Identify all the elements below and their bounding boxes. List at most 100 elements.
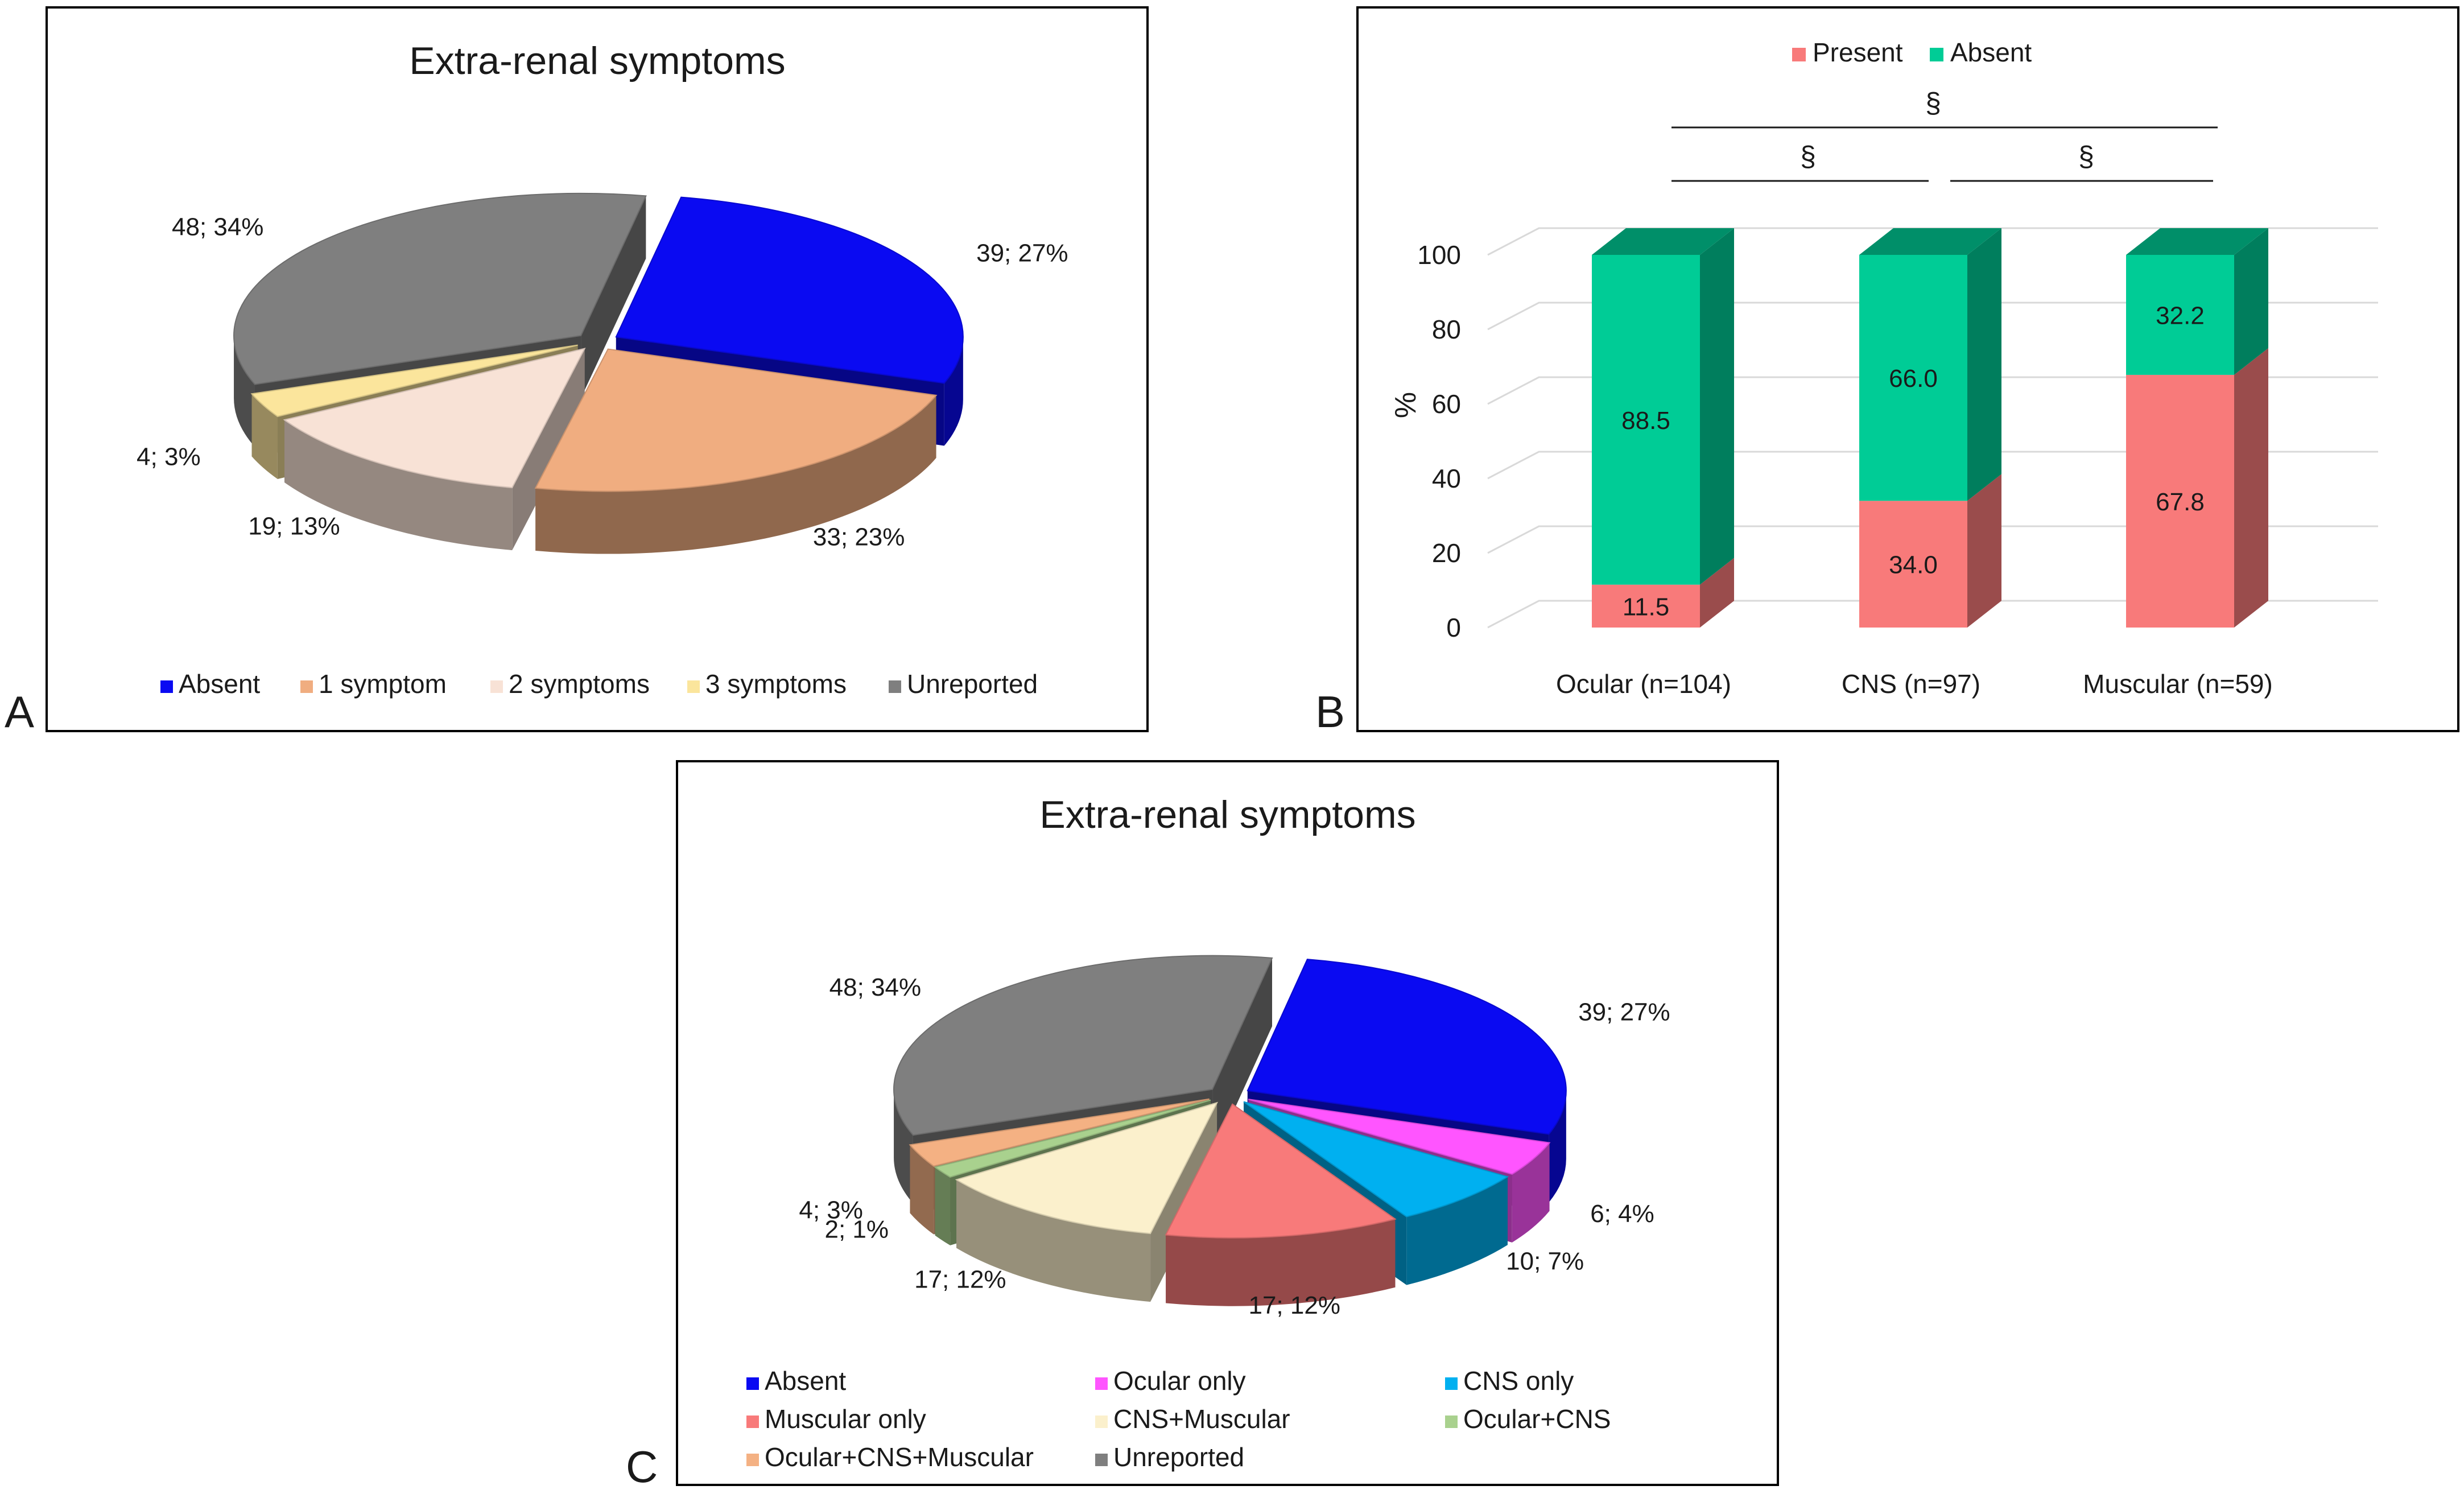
panel-a: Extra-renal symptoms 39; 27% 33; 23% 19; 1… [5, 6, 1149, 737]
panel-a-slice-side-wall [234, 335, 255, 447]
panel-b-significance-symbol: § [1925, 87, 1941, 119]
panel-a-legend-label-3-symptoms: 3 symptoms [705, 669, 847, 699]
panel-c-slice-side-wall [935, 1167, 951, 1245]
panel-b-bar-value-label: 32.2 [2156, 302, 2205, 329]
panel-a-letter: A [5, 687, 34, 737]
panel-c-legend-label-ocular-only: Ocular only [1113, 1366, 1246, 1396]
panel-a-slice-2-symptoms [283, 348, 586, 489]
panel-c-slice-side-wall [1512, 1142, 1550, 1243]
panel-b-bar-value-label: 67.8 [2156, 488, 2205, 516]
panel-a-data-label: 4; 3% [137, 443, 201, 471]
panel-c: Extra-renal symptoms 39; 27% 6; 4%10; 7% 1… [626, 760, 1779, 1492]
panel-b-y-tick-label: 60 [1432, 389, 1461, 419]
panel-c-data-label: 6; 4% [1590, 1200, 1654, 1228]
panel-b-bar-value-label: 66.0 [1889, 365, 1938, 393]
panel-c-data-label: 2; 1% [825, 1216, 889, 1244]
panel-c-legend-swatch-ocular-only [1095, 1377, 1108, 1390]
panel-b-bar-absent-3 [2126, 255, 2234, 375]
panel-b-gridline [1487, 525, 2378, 554]
panel-c-slice-side-wall [894, 1089, 913, 1204]
panel-b-gridline [1487, 376, 2378, 405]
panel-c-slice-unreported [893, 955, 1273, 1136]
panel-a-slice-3-symptoms [250, 344, 578, 418]
panel-a-legend: Absent 1 symptom 2 symptoms 3 symptoms Unrep… [160, 669, 1038, 699]
panel-b-bar-present-3 [2126, 374, 2234, 628]
panel-b-y-tick-label: 0 [1446, 613, 1461, 642]
panel-a-slice-side-wall [535, 395, 936, 554]
panel-a-slice-side-wall [944, 337, 963, 446]
panel-c-slice-side-wall [1549, 1091, 1566, 1203]
panel-c-legend-label-ocular-cns: Ocular+CNS [1463, 1404, 1611, 1434]
panel-c-legend-label-cns-muscular: CNS+Muscular [1113, 1404, 1290, 1434]
panel-a-slice-absent [615, 196, 964, 384]
panel-a-title: Extra-renal symptoms [409, 39, 785, 82]
panel-c-slice-cns-only [1243, 1101, 1509, 1218]
panel-c-data-label: 39; 27% [1578, 998, 1670, 1026]
panel-c-slice-ocular-cns-muscular [909, 1098, 1210, 1167]
panel-c-legend: Absent Ocular only CNS only Muscular only CN… [746, 1366, 1611, 1472]
panel-c-legend-label-muscular-only: Muscular only [765, 1404, 926, 1434]
panel-b-legend-label-present: Present [1813, 38, 1903, 67]
panel-b-bar-top [2126, 228, 2268, 255]
panel-b-bar-value-label: 11.5 [1623, 593, 1669, 621]
panel-b-gridline [1487, 227, 2378, 256]
panel-c-slice-cns-muscular [955, 1101, 1218, 1235]
panel-c-legend-label-cns-only: CNS only [1463, 1366, 1574, 1396]
panel-c-slice-side-wall [956, 1179, 1151, 1302]
panel-b-bar-side-present [1967, 474, 2001, 628]
panel-b-bar-absent-2 [1859, 255, 1967, 501]
panel-b-bar-top [1859, 228, 2001, 255]
panel-c-legend-swatch-ocular-cns-muscular [746, 1454, 759, 1466]
panel-c-title: Extra-renal symptoms [1039, 793, 1415, 836]
panel-a-slice-unreported [233, 192, 647, 385]
panel-b-bar-present-2 [1859, 501, 1967, 628]
panel-c-slice-side-wall [1166, 1219, 1396, 1306]
panel-b-significance-symbol: § [2078, 141, 2094, 172]
panel-c-data-label: 48; 34% [829, 973, 921, 1001]
panel-c-slice-radial-wall [1212, 958, 1272, 1158]
panel-a-slice-side-wall [284, 420, 513, 551]
panel-b-significance-symbol: § [1800, 141, 1816, 172]
panel-a-legend-label-1-symptom: 1 symptom [319, 669, 447, 699]
panel-a-slice-1-symptom [534, 348, 938, 492]
panel-b-y-tick-label: 40 [1432, 464, 1461, 493]
panel-b-bar-side-present [1700, 558, 1734, 628]
panel-c-data-label: 17; 12% [1248, 1291, 1340, 1319]
panel-b-y-tick-label: 80 [1432, 315, 1461, 344]
panel-c-data-label: 10; 7% [1506, 1248, 1584, 1276]
panel-b-bar-present-1 [1592, 584, 1700, 628]
panel-a-legend-swatch-2-symptoms [490, 680, 503, 693]
panel-a-legend-label-2-symptoms: 2 symptoms [509, 669, 650, 699]
panel-a-pie: 39; 27% 33; 23% 19; 13% 4; 3% 48; 34% [137, 192, 1068, 554]
panel-b-legend-swatch-present [1792, 48, 1806, 61]
panel-a-data-label: 33; 23% [813, 523, 905, 551]
panel-c-letter: C [626, 1442, 658, 1492]
panel-c-slice-ocular-cns [934, 1099, 1211, 1178]
panel-c-legend-swatch-ocular-cns [1445, 1416, 1458, 1428]
panel-b-bar-value-label: 34.0 [1889, 551, 1938, 579]
panel-a-legend-label-absent: Absent [179, 669, 260, 699]
panel-c-legend-label-absent: Absent [765, 1366, 846, 1396]
panel-b-y-tick-label: 20 [1432, 538, 1461, 568]
panel-c-slice-muscular-only [1165, 1103, 1397, 1239]
panel-b-bar-side-absent [2234, 228, 2268, 375]
panel-b-bar-chart: 0 20 40 60 80 100 11.5 88.5 Ocular (n=104) 34.0 66… [1417, 227, 2378, 699]
panel-b-gridline [1487, 600, 2378, 629]
panel-b-letter: B [1315, 687, 1345, 737]
panel-c-legend-label-ocular-cns-muscular: Ocular+CNS+Muscular [765, 1442, 1034, 1472]
panel-c-legend-swatch-absent [746, 1377, 759, 1390]
panel-a-data-label: 48; 34% [172, 213, 263, 241]
panel-a-legend-swatch-1-symptom [300, 680, 313, 693]
panel-c-slice-absent [1247, 959, 1567, 1135]
panel-a-slice-side-wall [251, 394, 278, 480]
panel-b-bar-absent-1 [1592, 255, 1700, 585]
panel-a-legend-swatch-3-symptoms [687, 680, 700, 693]
panel-c-data-label: 4; 3% [799, 1196, 863, 1224]
panel-b-bar-side-absent [1967, 228, 2001, 501]
panel-c-legend-swatch-cns-only [1445, 1377, 1458, 1390]
panel-c-slice-side-wall [910, 1145, 934, 1235]
panel-c-legend-swatch-cns-muscular [1095, 1416, 1108, 1428]
panel-b-bar-side-present [2234, 348, 2268, 628]
panel-a-legend-swatch-absent [160, 680, 173, 693]
